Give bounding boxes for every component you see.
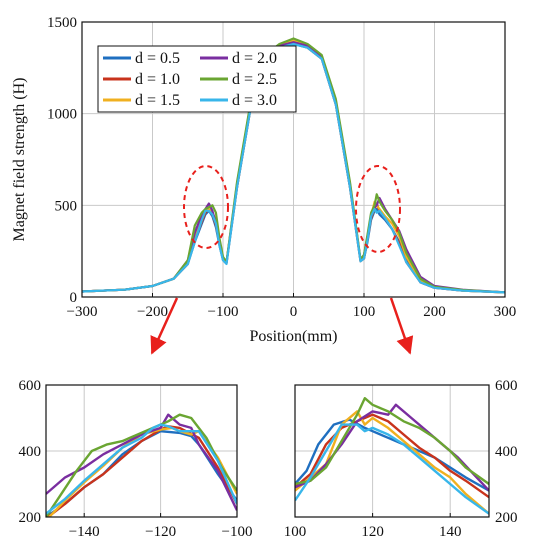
y-tick-label: 400 xyxy=(495,444,518,460)
legend-label: d = 1.0 xyxy=(135,71,180,88)
y-tick-label: 200 xyxy=(495,510,518,526)
legend: d = 0.5 d = 2.0 d = 1.0 d = 2.5 d = 1.5 d = 3… xyxy=(97,45,297,113)
legend-label: d = 0.5 xyxy=(135,50,180,67)
y-tick-label: 500 xyxy=(55,198,78,214)
x-tick-label: −300 xyxy=(67,304,98,320)
x-tick-label: 0 xyxy=(290,304,298,320)
x-tick-label: −100 xyxy=(222,524,253,540)
series-line-2 xyxy=(46,425,237,517)
series-line-6 xyxy=(82,42,505,294)
series-line-6 xyxy=(46,423,237,515)
series-line-5 xyxy=(46,413,237,517)
zoom-left-chart: −140 −120 −100 200 400 600 xyxy=(19,378,253,540)
x-tick-label: 200 xyxy=(423,304,446,320)
y-tick-label: 400 xyxy=(19,444,42,460)
y-tick-label: 200 xyxy=(19,510,42,526)
series-line-4 xyxy=(46,413,237,511)
x-tick-label: −140 xyxy=(69,524,100,540)
legend-label: d = 1.5 xyxy=(135,92,180,109)
series-line-3 xyxy=(295,410,489,515)
y-tick-label: 0 xyxy=(70,290,78,306)
x-tick-label: 100 xyxy=(353,304,376,320)
zoom-right-chart: 100 120 140 200 400 600 xyxy=(284,378,518,540)
annotations xyxy=(150,165,414,355)
legend-label: d = 3.0 xyxy=(232,92,277,109)
arrow-left xyxy=(150,297,179,355)
series-group xyxy=(46,413,237,517)
right-peak-ellipse xyxy=(355,165,401,253)
series-line-1 xyxy=(295,418,489,492)
x-tick-label: −100 xyxy=(208,304,239,320)
y-axis-label: Magnet field strength (H) xyxy=(11,78,28,242)
series-group xyxy=(295,397,489,515)
y-tick-label: 1500 xyxy=(47,15,77,31)
x-axis-label: Position(mm) xyxy=(249,328,337,345)
plot-frame xyxy=(45,384,238,518)
legend-label: d = 2.5 xyxy=(232,71,277,88)
series-group xyxy=(82,37,505,294)
y-tick-label: 600 xyxy=(19,378,42,394)
series-line-6 xyxy=(295,423,489,515)
arrow-right xyxy=(389,297,414,355)
main-chart: −300 −200 −100 0 100 200 300 0 500 1000 1500 Positi… xyxy=(11,15,516,345)
y-tick-label: 1000 xyxy=(47,107,77,123)
x-tick-label: 120 xyxy=(361,524,384,540)
plot-frame xyxy=(294,384,490,518)
legend-label: d = 2.0 xyxy=(232,50,277,67)
x-tick-label: −200 xyxy=(137,304,168,320)
series-line-5 xyxy=(295,397,489,486)
series-line-5 xyxy=(82,37,505,294)
left-peak-ellipse xyxy=(183,165,229,249)
x-tick-label: 100 xyxy=(284,524,307,540)
x-tick-label: 300 xyxy=(494,304,517,320)
series-line-2 xyxy=(295,413,489,499)
x-tick-label: 140 xyxy=(439,524,462,540)
y-tick-label: 600 xyxy=(495,378,518,394)
x-tick-label: −120 xyxy=(145,524,176,540)
